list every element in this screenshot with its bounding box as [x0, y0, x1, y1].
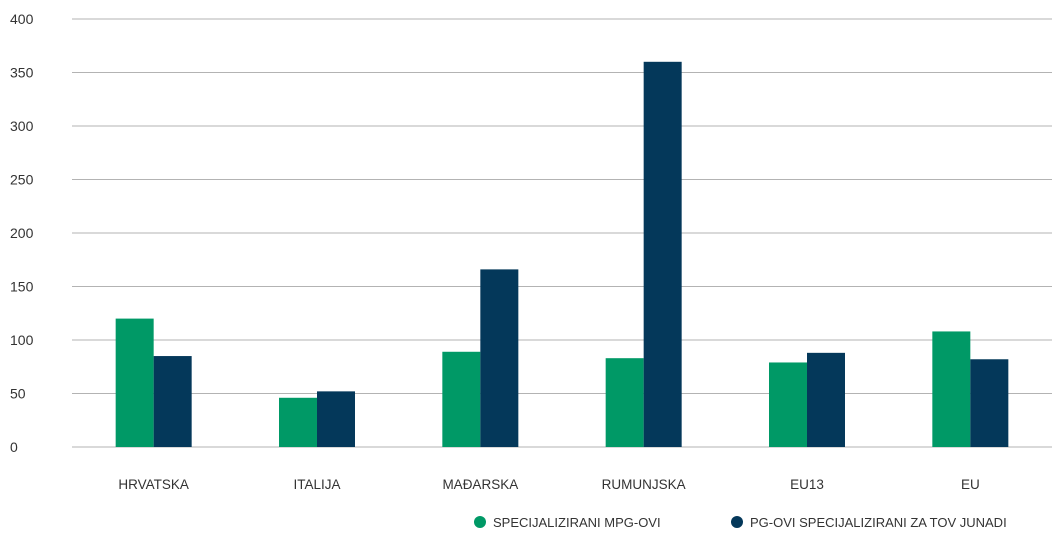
legend-label: PG-OVI SPECIJALIZIRANI ZA TOV JUNADI — [750, 515, 1007, 530]
bars — [115, 61, 1009, 448]
bar-mpg-eu — [932, 331, 971, 447]
legend-marker — [731, 516, 743, 528]
bar-tov-rumunjska — [643, 61, 682, 448]
x-tick-label: MAĐARSKA — [442, 477, 518, 492]
x-tick-label: EU — [961, 477, 980, 492]
y-tick-label: 300 — [10, 118, 34, 134]
y-tick-label: 50 — [10, 386, 26, 402]
bar-tov-eu13 — [807, 352, 845, 447]
y-tick-label: 150 — [10, 279, 34, 295]
y-tick-label: 0 — [10, 439, 18, 455]
bar-tov-hrvatska — [153, 356, 192, 447]
bar-mpg-rumunjska — [605, 358, 644, 447]
x-tick-label: ITALIJA — [293, 477, 340, 492]
bar-tov-italija — [317, 391, 355, 447]
bar-tov-eu — [970, 359, 1009, 447]
y-tick-label: 250 — [10, 172, 34, 188]
x-tick-label: EU13 — [790, 477, 824, 492]
legend-marker — [474, 516, 486, 528]
y-tick-label: 100 — [10, 332, 34, 348]
bar-mpg-italija — [279, 397, 317, 447]
x-tick-label: HRVATSKA — [118, 477, 189, 492]
y-tick-label: 200 — [10, 225, 34, 241]
y-tick-label: 400 — [10, 11, 34, 27]
bar-mpg-mađarska — [442, 351, 481, 447]
y-axis-ticks: 0 50 100 150 200 250 300 350 400 — [10, 11, 34, 455]
bar-tov-mađarska — [480, 269, 519, 447]
legend-label: SPECIJALIZIRANI MPG-OVI — [493, 515, 661, 530]
legend: SPECIJALIZIRANI MPG-OVI PG-OVI SPECIJALIZ… — [474, 515, 1007, 530]
x-tick-label: RUMUNJSKA — [602, 477, 686, 492]
gridlines — [72, 18, 1052, 448]
x-axis-ticks: HRVATSKA ITALIJA MAĐARSKA RUMUNJSKA EU13 EU — [118, 477, 979, 492]
bar-mpg-eu13 — [769, 362, 807, 447]
y-tick-label: 350 — [10, 65, 34, 81]
bar-mpg-hrvatska — [115, 318, 154, 447]
